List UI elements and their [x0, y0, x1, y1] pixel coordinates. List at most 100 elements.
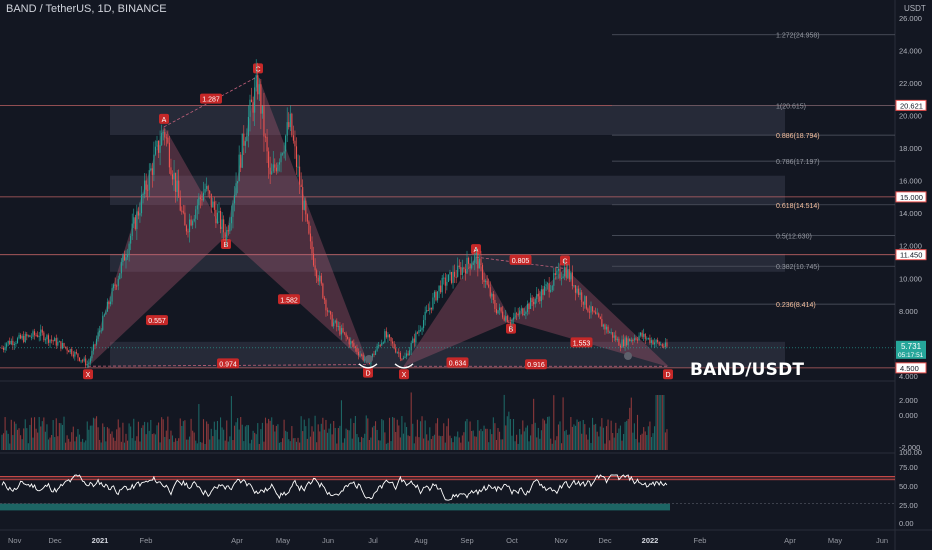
pattern-point-b: B [221, 238, 231, 249]
candle-body [519, 310, 521, 315]
candle-body [334, 320, 336, 323]
volume-bar [275, 425, 277, 450]
volume-bar [379, 440, 381, 450]
candle-body [202, 192, 205, 201]
candle-body [192, 221, 194, 226]
volume-bar [27, 443, 29, 450]
candle-body [156, 140, 158, 147]
pattern-ratio-label: 1.553 [570, 337, 593, 348]
volume-bar [148, 430, 150, 450]
volume-bar [60, 423, 62, 450]
rsi-tick-label: 0.00 [899, 519, 914, 528]
point-badge [399, 369, 409, 380]
candle-body [182, 211, 184, 213]
volume-bar [385, 443, 387, 450]
volume-bar [288, 439, 290, 450]
candle-body [533, 301, 535, 305]
volume-bar [127, 440, 129, 450]
candle-body [153, 154, 155, 175]
candle-body [588, 311, 590, 313]
candle-body [237, 181, 239, 184]
volume-bar [88, 429, 90, 450]
price-tick-label: 8.000 [899, 307, 918, 316]
candle-body [133, 217, 135, 224]
candle-body [565, 267, 567, 278]
current-price-text: 5.731 [901, 342, 922, 351]
volume-bar [252, 430, 254, 450]
candle-body [576, 288, 578, 293]
volume-bar [579, 421, 581, 450]
ratio-text: 1.582 [280, 297, 298, 304]
volume-bar [657, 395, 659, 450]
volume-bar [289, 441, 291, 450]
volume-bar [3, 433, 5, 450]
point-letter: B [509, 327, 514, 334]
volume-bar [323, 429, 325, 450]
candle-body [29, 335, 31, 337]
price-tick-label: 14.000 [899, 209, 922, 218]
volume-bar [492, 417, 494, 450]
volume-bar [537, 427, 539, 450]
volume-bar [322, 417, 324, 450]
candle-body [145, 180, 147, 190]
volume-bar [72, 426, 74, 450]
volume-bar [626, 420, 628, 450]
candle-body [443, 277, 445, 279]
volume-bar [37, 432, 39, 450]
volume-bar [472, 430, 474, 450]
candle-body [636, 339, 639, 341]
volume-bar [114, 440, 116, 450]
point-letter: C [562, 259, 567, 266]
volume-bar [170, 430, 172, 450]
volume-bar [235, 422, 237, 450]
candle-body [545, 284, 547, 287]
price-axis[interactable]: 4.0006.0008.00010.00012.00014.00016.0001… [895, 14, 927, 381]
volume-bar [561, 443, 563, 450]
volume-bar [556, 436, 558, 450]
volume-bar [457, 431, 459, 450]
time-axis[interactable]: Nov Dec 2021 Feb Apr May Jun Jul Aug Sep Oct Nov Dec… [8, 536, 888, 545]
candle-body [647, 337, 649, 339]
candle-body [654, 342, 656, 345]
candle-body [627, 338, 629, 346]
candle-body [452, 271, 454, 283]
volume-bar [612, 433, 614, 450]
candle-body [410, 343, 412, 351]
candle-body [323, 297, 325, 300]
volume-bar [616, 433, 618, 450]
candle-body [181, 210, 183, 212]
candle-body [13, 344, 15, 346]
volume-bar [409, 436, 411, 450]
volume-bar [285, 430, 287, 450]
point-badge [83, 369, 93, 380]
volume-bar [57, 436, 59, 450]
candle-body [72, 354, 74, 357]
candle-body [278, 162, 280, 165]
volume-bar [361, 436, 363, 450]
candle-body [102, 315, 104, 331]
candle-body [34, 331, 36, 336]
candle-body [165, 137, 167, 139]
volume-bar [469, 421, 471, 450]
volume-bar [176, 440, 178, 450]
volume-bar [294, 438, 296, 450]
volume-bar [52, 420, 54, 450]
candle-body [227, 230, 229, 232]
badge-bg [896, 362, 926, 373]
volume-bar [20, 435, 22, 450]
candle-body [167, 137, 169, 143]
candle-body [216, 212, 218, 224]
candle-body [308, 221, 310, 234]
candle-body [550, 290, 552, 292]
volume-bar [303, 419, 305, 450]
candle-body [9, 340, 11, 345]
badge-border [895, 249, 927, 261]
price-tick-label: 26.000 [899, 14, 922, 23]
candle-body [499, 307, 501, 311]
candle-body [345, 333, 347, 337]
candle-body [646, 338, 648, 340]
volume-bar [554, 440, 556, 450]
volume-bar [458, 437, 460, 450]
